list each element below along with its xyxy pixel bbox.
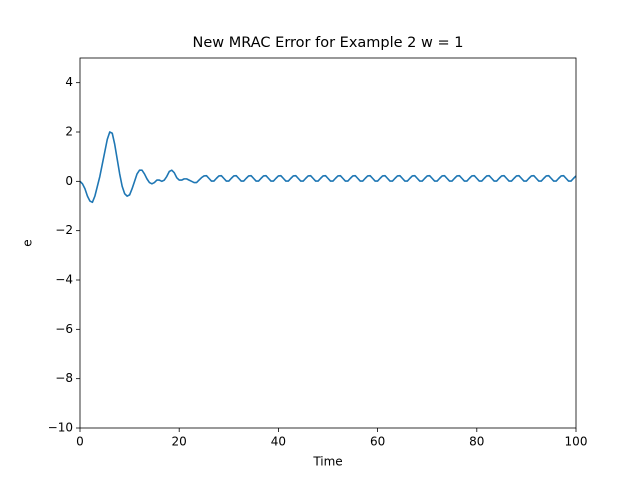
y-tick-label: 4 <box>65 75 73 89</box>
y-tick-label: 2 <box>65 125 73 139</box>
y-tick-label: −6 <box>55 322 73 336</box>
y-axis-label: e <box>21 239 35 246</box>
x-tick-label: 0 <box>76 435 84 449</box>
x-tick-label: 20 <box>172 435 187 449</box>
y-tick-label: −8 <box>55 371 73 385</box>
y-tick-label: −4 <box>55 273 73 287</box>
x-tick-label: 60 <box>370 435 385 449</box>
chart-title: New MRAC Error for Example 2 w = 1 <box>193 35 464 51</box>
plot-frame <box>79 57 577 429</box>
x-tick-label: 40 <box>271 435 286 449</box>
y-tick-label: −2 <box>55 223 73 237</box>
y-tick-label: 0 <box>65 174 73 188</box>
line-series <box>80 131 576 204</box>
x-axis-label: Time <box>312 455 342 469</box>
y-tick-label: −10 <box>48 421 73 435</box>
x-tick-label: 100 <box>565 435 588 449</box>
x-tick-label: 80 <box>469 435 484 449</box>
